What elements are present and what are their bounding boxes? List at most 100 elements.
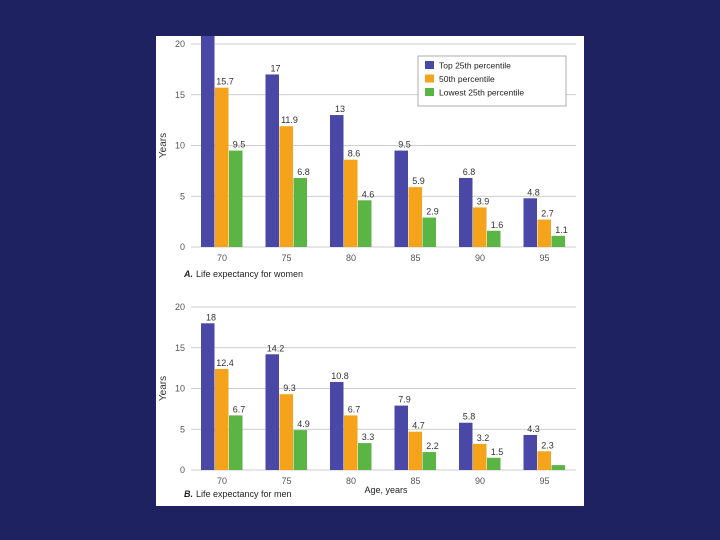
y-tick-label: 5 [180, 424, 185, 434]
data-label: 17 [270, 63, 280, 73]
data-label: 1.1 [555, 225, 568, 235]
bar [358, 200, 372, 247]
data-label: 3.2 [477, 433, 490, 443]
legend-entry: Top 25th percentile [439, 61, 511, 71]
life-expectancy-charts: 05101520Years21.315.79.5701711.96.875138… [158, 36, 576, 499]
data-label: 4.6 [362, 189, 375, 199]
data-label: 8.6 [348, 149, 361, 159]
bar [344, 415, 358, 470]
bar [265, 74, 279, 247]
chart-men: 0 5 10 15 20 Years 18 12.4 6.7 70 14.2 9.3 4.9 75 10.8… [158, 302, 576, 499]
bar [487, 230, 501, 247]
data-label: 14.2 [267, 343, 285, 353]
x-tick-label: 95 [539, 476, 549, 486]
x-tick-label: 90 [475, 476, 485, 486]
data-label: 13 [335, 104, 345, 114]
bar [201, 323, 215, 470]
legend-entry: Lowest 25th percentile [439, 88, 524, 98]
y-axis-label: Years [158, 133, 169, 158]
bar [473, 443, 487, 470]
y-tick-label: 5 [180, 191, 185, 201]
bar [394, 405, 408, 470]
data-label: 6.7 [348, 404, 361, 414]
y-tick-label: 15 [175, 90, 185, 100]
y-tick-label: 15 [175, 343, 185, 353]
data-label: 5.9 [412, 176, 425, 186]
legend-box [417, 55, 567, 107]
caption-text: Life expectancy for women [196, 269, 303, 279]
legend-swatch [425, 61, 434, 69]
bar [279, 394, 293, 470]
caption-letter: A. [183, 269, 193, 279]
data-label: 2.7 [541, 209, 554, 219]
y-tick-label: 0 [180, 465, 185, 475]
x-tick-label: 75 [281, 253, 291, 263]
legend-swatch [425, 74, 434, 83]
data-label: 11.9 [281, 115, 298, 125]
bar [229, 415, 243, 470]
x-tick-label: 85 [410, 476, 420, 486]
data-label: 9.3 [283, 383, 296, 393]
x-tick-label: 70 [217, 253, 227, 263]
bar [201, 36, 215, 248]
y-axis-label: Years [158, 376, 169, 401]
bar [487, 457, 501, 470]
data-label: 7.9 [398, 395, 411, 405]
data-label: 9.5 [398, 140, 411, 150]
x-tick-label: 75 [281, 476, 291, 486]
bar [293, 430, 307, 470]
bar [422, 217, 436, 247]
caption-text: Life expectancy for men [196, 489, 292, 499]
bar [537, 451, 551, 470]
legend-entry: 50th percentile [439, 74, 495, 84]
x-tick-label: 80 [346, 476, 356, 486]
bar [344, 159, 358, 247]
bar [551, 465, 565, 470]
bar [422, 452, 436, 470]
data-label: 4.3 [527, 424, 540, 434]
bar [394, 150, 408, 247]
data-label: 6.7 [233, 404, 246, 414]
bar [215, 368, 229, 470]
bar [523, 198, 537, 247]
y-tick-label: 20 [175, 302, 185, 312]
bar [473, 207, 487, 247]
bar [330, 381, 344, 470]
bar [523, 434, 537, 470]
x-tick-label: 90 [475, 253, 485, 263]
chart-panel: 05101520Years21.315.79.5701711.96.875138… [156, 36, 584, 506]
bar [293, 177, 307, 247]
data-label: 1.5 [491, 447, 504, 457]
bar [358, 443, 372, 470]
data-label: 12.4 [216, 358, 234, 368]
data-label: 9.5 [233, 140, 246, 150]
y-tick-label: 10 [175, 384, 185, 394]
y-tick-label: 20 [175, 39, 185, 49]
y-tick-label: 10 [175, 141, 185, 151]
data-label: 18 [206, 312, 216, 322]
chart-women: 05101520Years21.315.79.5701711.96.875138… [158, 36, 576, 279]
data-label: 2.9 [426, 207, 439, 217]
x-axis-label: Age, years [364, 485, 408, 495]
data-label: 6.8 [297, 167, 310, 177]
bar [279, 126, 293, 247]
bar [459, 422, 473, 470]
bar [229, 150, 243, 247]
caption-letter: B. [184, 489, 193, 499]
x-tick-label: 95 [539, 253, 549, 263]
data-label: 2.2 [426, 441, 439, 451]
data-label: 1.6 [491, 220, 504, 230]
data-label: 10.8 [331, 371, 349, 381]
bar [215, 87, 229, 247]
data-label: 5.8 [463, 412, 476, 422]
x-tick-label: 70 [217, 476, 227, 486]
data-label: 6.8 [463, 167, 476, 177]
y-tick-label: 0 [180, 242, 185, 252]
x-tick-label: 85 [410, 253, 420, 263]
bar [459, 177, 473, 247]
legend-swatch [425, 88, 434, 96]
data-label: 3.3 [362, 432, 375, 442]
data-label: 15.7 [216, 77, 234, 87]
bar [265, 354, 279, 470]
data-label: 4.9 [297, 419, 310, 429]
